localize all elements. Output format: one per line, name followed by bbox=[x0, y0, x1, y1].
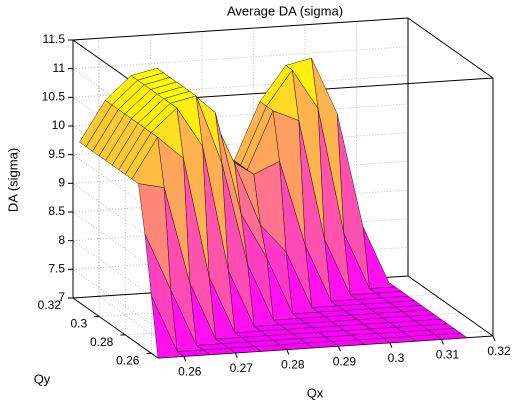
z-tick-label: 9 bbox=[58, 176, 65, 190]
z-tick-label: 10.5 bbox=[42, 90, 66, 104]
x-tick-label: 0.32 bbox=[487, 344, 511, 358]
x-tick bbox=[492, 335, 496, 342]
surface-patch bbox=[151, 295, 185, 359]
chart-title: Average DA (sigma) bbox=[227, 3, 343, 18]
z-axis-label: DA (sigma) bbox=[5, 148, 20, 212]
y-tick-label: 0.26 bbox=[116, 354, 140, 368]
z-tick-label: 8 bbox=[58, 233, 65, 247]
x-tick-label: 0.28 bbox=[281, 358, 305, 372]
x-tick bbox=[389, 342, 393, 348]
axis-box-edge bbox=[72, 17, 409, 41]
z-tick-label: 7 bbox=[58, 290, 65, 304]
grid-line bbox=[72, 160, 409, 184]
z-tick-label: 11.5 bbox=[43, 32, 66, 46]
y-tick-label: 0.28 bbox=[90, 335, 114, 349]
axis-box-edge bbox=[72, 297, 159, 359]
x-tick bbox=[234, 352, 238, 359]
grid-line bbox=[72, 46, 409, 70]
axis-box-edge bbox=[407, 275, 494, 337]
z-tick-label: 7.5 bbox=[48, 262, 65, 276]
x-tick bbox=[440, 339, 444, 345]
z-tick-label: 9.5 bbox=[48, 147, 65, 161]
x-tick bbox=[286, 349, 290, 355]
axis-box-edge bbox=[407, 17, 494, 79]
z-tick-label: 8.5 bbox=[48, 204, 65, 218]
y-tick-label: 0.3 bbox=[70, 317, 87, 331]
x-axis-label: Qx bbox=[307, 385, 324, 400]
y-tick-label: 0.32 bbox=[38, 298, 62, 312]
x-tick-label: 0.31 bbox=[436, 348, 460, 362]
z-tick-label: 10 bbox=[52, 118, 66, 132]
x-tick-label: 0.29 bbox=[333, 354, 357, 368]
y-axis-label: Qy bbox=[34, 371, 51, 386]
x-tick-label: 0.3 bbox=[388, 351, 405, 365]
z-tick-label: 11 bbox=[53, 61, 66, 75]
grid-line bbox=[72, 132, 409, 156]
x-tick-label: 0.26 bbox=[178, 364, 202, 378]
x-tick bbox=[183, 356, 187, 362]
grid-line bbox=[72, 74, 409, 98]
grid-line bbox=[72, 103, 409, 127]
x-tick-label: 0.27 bbox=[230, 361, 254, 375]
x-tick bbox=[337, 345, 341, 352]
